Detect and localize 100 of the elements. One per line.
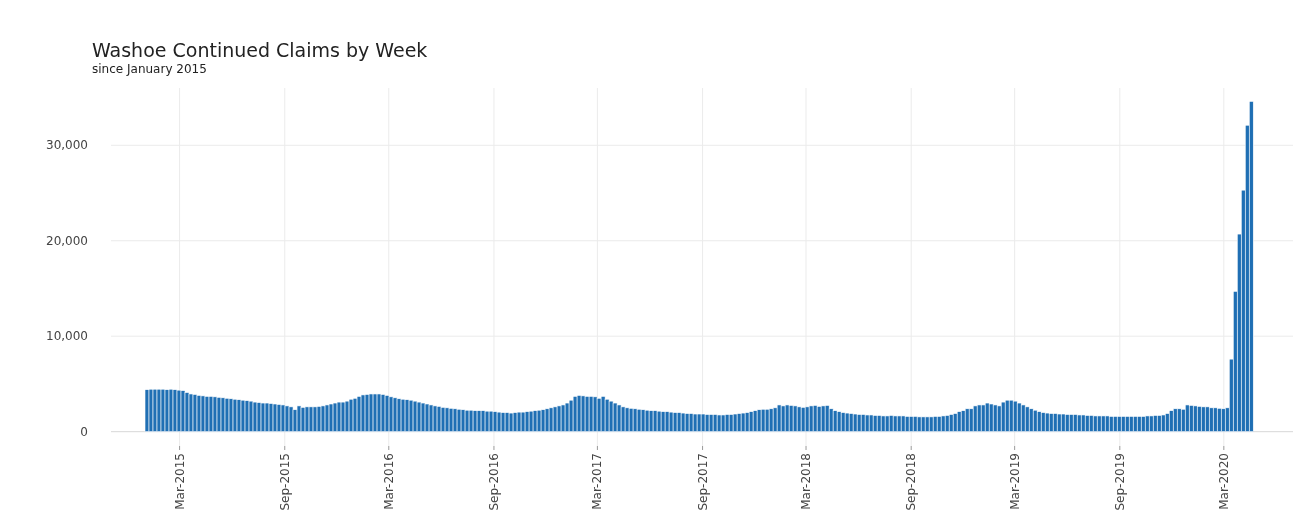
bar <box>288 406 294 432</box>
bar <box>892 415 898 432</box>
bar <box>220 397 226 432</box>
bar <box>880 415 886 432</box>
bar <box>1144 415 1150 432</box>
bar <box>852 413 858 432</box>
bar <box>1096 415 1102 432</box>
bar <box>1028 408 1034 432</box>
bar <box>344 400 350 432</box>
bar <box>632 408 638 432</box>
bar <box>412 400 418 432</box>
bar <box>284 405 290 432</box>
x-tick-label: Sep-2018 <box>904 453 919 511</box>
bar <box>1160 414 1166 432</box>
bar <box>376 393 382 432</box>
bar <box>432 405 438 432</box>
bar <box>792 405 798 432</box>
bar <box>332 402 338 432</box>
bar <box>1080 414 1086 432</box>
bar <box>896 415 902 432</box>
bar <box>564 402 570 432</box>
bar <box>1012 400 1018 432</box>
bar <box>732 413 738 432</box>
bar <box>416 401 422 432</box>
bar <box>1092 415 1098 432</box>
bar <box>452 408 458 432</box>
bar <box>480 410 486 432</box>
bar <box>1204 406 1210 432</box>
bar <box>248 400 254 432</box>
bar <box>992 404 998 432</box>
bar <box>900 415 906 432</box>
bar <box>188 393 194 432</box>
bar <box>1060 413 1066 432</box>
bar <box>796 406 802 432</box>
bar <box>976 404 982 432</box>
bar <box>1044 412 1050 432</box>
bar <box>252 401 258 432</box>
bar <box>420 402 426 432</box>
bar <box>1076 414 1082 432</box>
x-tick-label: Sep-2019 <box>1112 453 1127 511</box>
bar <box>520 411 526 432</box>
bar <box>616 404 622 432</box>
bar <box>832 410 838 432</box>
bar <box>396 398 402 432</box>
bar <box>700 413 706 432</box>
bar <box>1024 406 1030 432</box>
bar <box>720 414 726 432</box>
bar <box>624 407 630 432</box>
bar <box>600 396 606 432</box>
bar <box>884 415 890 432</box>
x-tick-label: Mar-2019 <box>1007 453 1022 510</box>
bar <box>460 409 466 432</box>
bar <box>620 406 626 432</box>
bar <box>580 395 586 432</box>
bar <box>980 404 986 432</box>
bar <box>496 411 502 432</box>
bar <box>428 404 434 432</box>
bar <box>844 412 850 432</box>
bar <box>988 403 994 432</box>
bar <box>508 412 514 432</box>
bar <box>940 415 946 432</box>
bar <box>1016 402 1022 432</box>
x-tick-label: Sep-2017 <box>695 453 710 511</box>
bar <box>668 411 674 432</box>
bar <box>740 412 746 432</box>
bar <box>1212 407 1218 432</box>
bar <box>928 416 934 432</box>
y-tick-label: 10,000 <box>46 329 88 344</box>
bar <box>784 404 790 432</box>
bar <box>924 416 930 432</box>
bar <box>1176 408 1182 432</box>
bar <box>612 402 618 432</box>
bar <box>984 402 990 432</box>
bar <box>388 396 394 432</box>
bar <box>1248 101 1254 432</box>
bar <box>592 396 598 432</box>
chart-subtitle: since January 2015 <box>92 62 207 76</box>
bar <box>324 404 330 432</box>
bar <box>1192 405 1198 432</box>
bar <box>920 416 926 432</box>
bar <box>680 412 686 432</box>
x-tick-label: Mar-2016 <box>381 453 396 510</box>
bar <box>1100 415 1106 432</box>
bar <box>608 400 614 432</box>
x-tick-label: Sep-2015 <box>277 453 292 511</box>
bar <box>296 405 302 432</box>
bar <box>264 402 270 432</box>
y-tick-label: 30,000 <box>46 138 88 153</box>
bar <box>516 411 522 432</box>
bar <box>776 404 782 432</box>
bar <box>424 403 430 432</box>
bar <box>1056 413 1062 432</box>
bar <box>228 398 234 432</box>
bar <box>696 413 702 432</box>
bar <box>824 405 830 432</box>
x-tick-label: Sep-2016 <box>486 453 501 511</box>
bar <box>1104 415 1110 432</box>
bar <box>1184 404 1190 432</box>
y-tick-label: 0 <box>80 424 88 439</box>
bar <box>864 414 870 432</box>
